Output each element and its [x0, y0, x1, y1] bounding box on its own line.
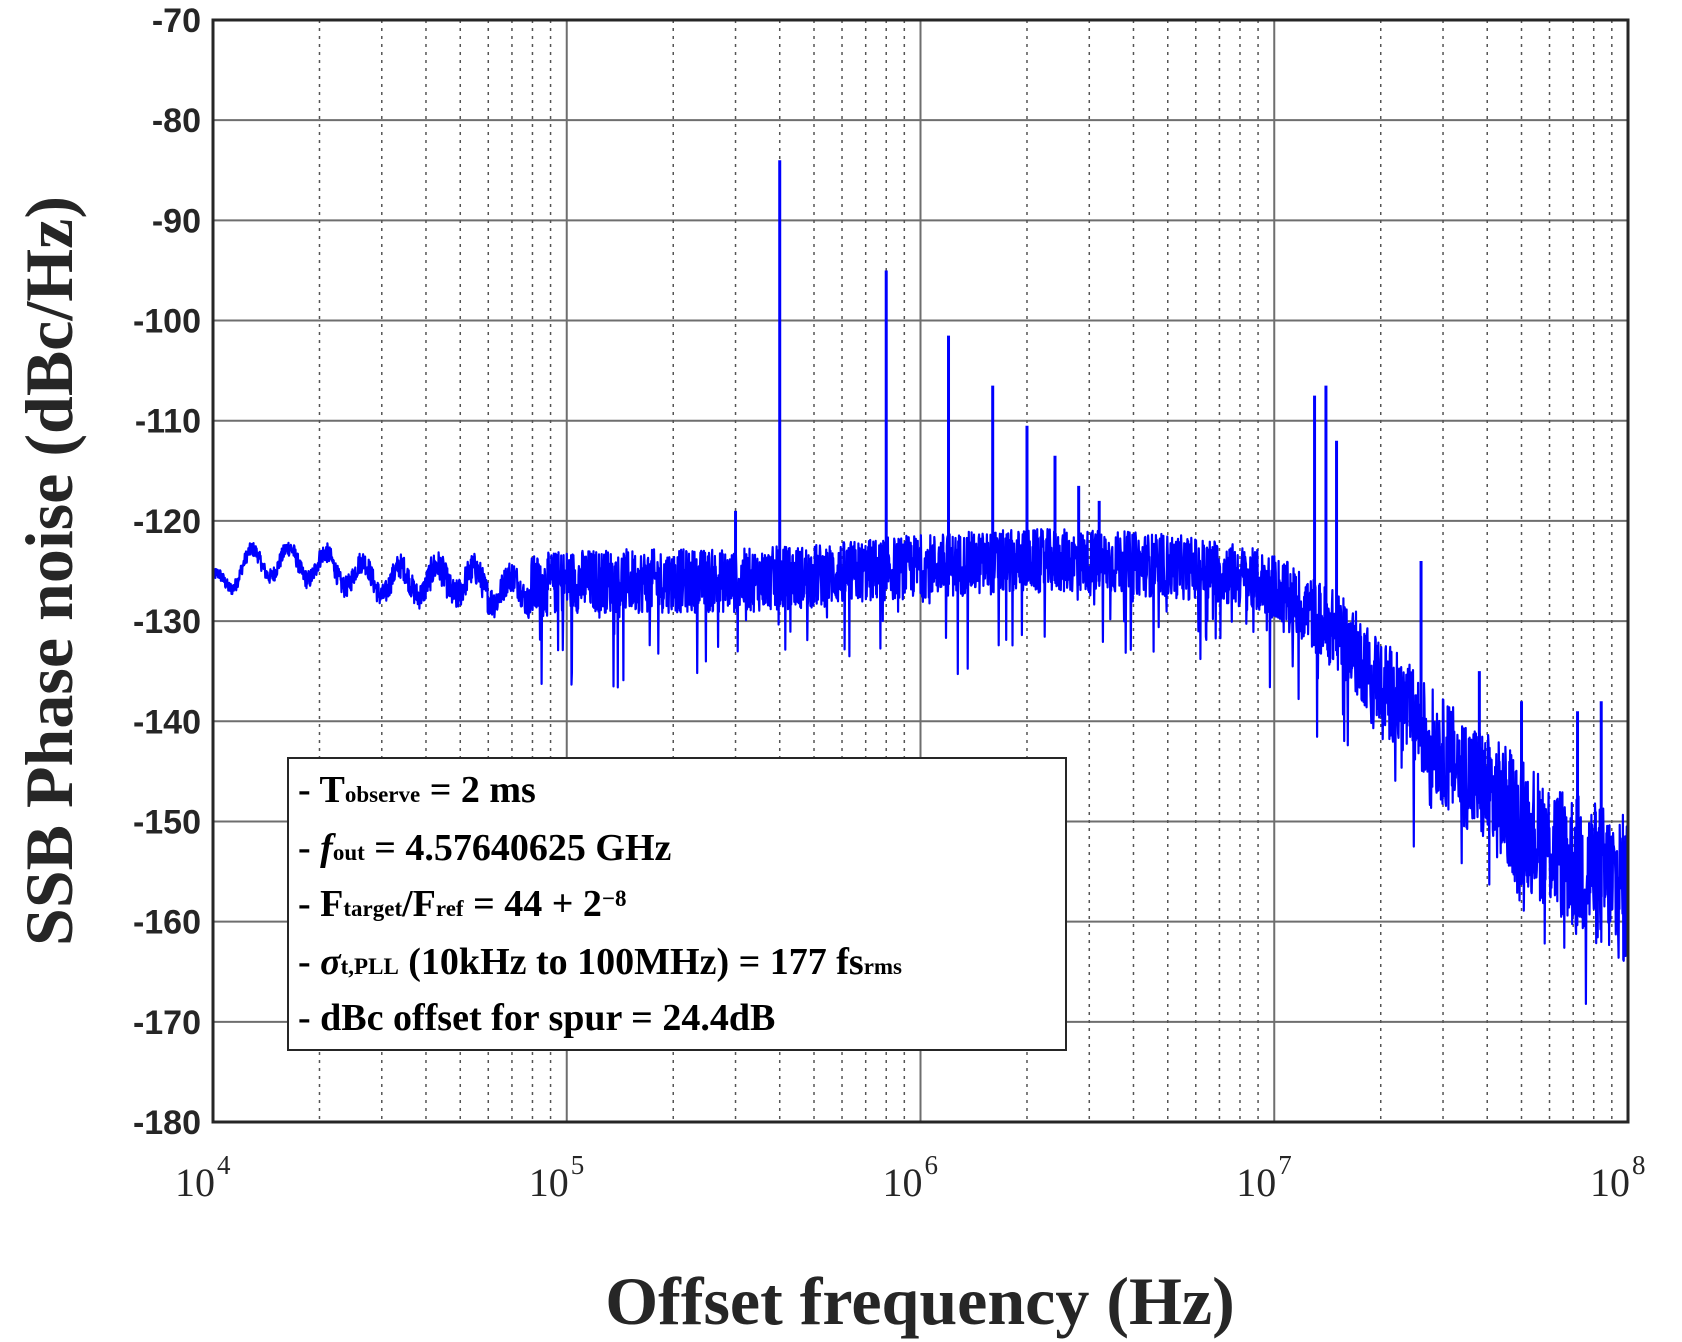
annotation-text-part: = 2 ms [420, 769, 536, 811]
x-tick-exponent: 7 [1278, 1150, 1292, 1180]
annotation-text-part: −8 [602, 886, 627, 911]
y-tick-label: -150 [133, 803, 201, 841]
annotation-text-part: t,PLL [341, 954, 399, 979]
annotation-text-part: - dBc offset for spur = 24.4dB [298, 997, 775, 1039]
annotation-text-part: target [343, 896, 402, 921]
y-tick-label: -180 [133, 1104, 201, 1142]
annotation-text-part: rms [864, 954, 902, 979]
annotation-text-part: f [320, 827, 336, 869]
annotation-text-part: = 4.57640625 GHz [365, 827, 672, 869]
annotation-text-part: - [298, 941, 320, 983]
x-tick-base: 10 [883, 1160, 923, 1205]
x-tick-exponent: 8 [1632, 1150, 1646, 1180]
x-tick-base: 10 [529, 1160, 569, 1205]
x-tick-label: 10 8 [1590, 1150, 1646, 1205]
annotation-text-part: - T [298, 769, 345, 811]
noise-trace [211, 528, 1630, 1005]
annotation-line: - Tobserve = 2 ms [298, 769, 536, 811]
annotation-text-part: out [333, 840, 365, 865]
y-tick-label: -170 [133, 1004, 201, 1042]
plot-frame [211, 18, 1630, 1124]
y-tick-label: -130 [133, 603, 201, 641]
x-tick-label: 10 4 [175, 1150, 231, 1205]
x-axis-label: Offset frequency (Hz) [605, 1263, 1234, 1339]
annotation-box-frame [287, 757, 1067, 1051]
x-tick-label: 10 6 [883, 1150, 939, 1205]
y-tick-label: -80 [152, 102, 201, 140]
y-tick-label: -70 [152, 2, 201, 40]
x-tick-labels: 10 4 10 5 10 6 10 7 10 8 [175, 1150, 1646, 1205]
x-tick-label: 10 5 [529, 1150, 585, 1205]
y-tick-labels: -70 -80 -90 -100 -110 -120 -130 -140 -150 -160 -17… [133, 2, 201, 1142]
annotation-text-part: - [298, 827, 320, 869]
annotation-box: - Tobserve = 2 ms - fout = 4.57640625 GHz… [287, 757, 1067, 1051]
y-tick-label: -140 [133, 703, 201, 741]
annotation-line: - dBc offset for spur = 24.4dB [298, 997, 775, 1039]
y-axis-label: SSB Phase noise (dBc/Hz) [11, 196, 87, 946]
x-tick-exponent: 4 [217, 1150, 231, 1180]
annotation-text-part: observe [345, 782, 420, 807]
annotation-line: - σt,PLL (10kHz to 100MHz) = 177 fsrms [298, 941, 902, 983]
annotation-text-part: - F [298, 883, 343, 925]
y-tick-label: -160 [133, 904, 201, 942]
x-tick-exponent: 5 [571, 1150, 585, 1180]
x-tick-base: 10 [1236, 1160, 1276, 1205]
y-tick-label: -120 [133, 503, 201, 541]
annotation-text-part: σ [320, 941, 342, 983]
annotation-line: - Ftarget/Fref = 44 + 2−8 [298, 883, 627, 925]
y-tick-label: -90 [152, 202, 201, 240]
annotation-text-part: (10kHz to 100MHz) = 177 fs [399, 941, 864, 983]
annotation-text-part: /F [401, 883, 436, 925]
annotation-line: - fout = 4.57640625 GHz [298, 827, 672, 869]
x-tick-base: 10 [1590, 1160, 1630, 1205]
annotation-text-part: ref [436, 896, 464, 921]
annotation-text-part: = 44 + 2 [464, 883, 602, 925]
y-tick-label: -100 [133, 303, 201, 341]
series-group [211, 160, 1630, 1005]
y-tick-label: -110 [135, 403, 201, 441]
x-tick-exponent: 6 [925, 1150, 939, 1180]
x-tick-label: 10 7 [1236, 1150, 1292, 1205]
x-tick-base: 10 [175, 1160, 215, 1205]
